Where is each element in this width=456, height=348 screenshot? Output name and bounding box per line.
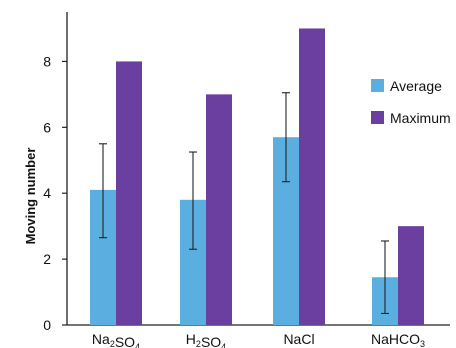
bars	[90, 28, 424, 325]
category-subscript: 3	[420, 339, 425, 348]
legend-label-average: Average	[390, 78, 442, 94]
y-tick-label: 2	[43, 251, 51, 267]
y-tick-label: 6	[43, 119, 51, 135]
bar-maximum	[116, 61, 142, 325]
category-subscript: 2	[110, 339, 115, 348]
category-text: H	[186, 331, 196, 347]
x-category-label: NaHCO3	[371, 331, 425, 348]
category-labels: Na2SO4 H2SO4 NaCl NaHCO3	[92, 331, 425, 348]
error-bars	[99, 92, 389, 315]
y-tick-label: 4	[43, 185, 51, 201]
category-text: SO	[115, 334, 135, 348]
category-text: SO	[201, 334, 221, 348]
bar-maximum	[299, 28, 325, 325]
category-subscript: 2	[196, 339, 201, 348]
category-subscript: 4	[135, 342, 140, 348]
legend-label-maximum: Maximum	[390, 110, 451, 126]
legend: Average Maximum	[371, 78, 451, 126]
y-axis-title: Moving number	[23, 148, 38, 245]
bar-maximum	[206, 94, 232, 325]
y-tick-label: 8	[43, 53, 51, 69]
y-tick-label: 0	[43, 317, 51, 333]
category-text: NaCl	[283, 331, 314, 347]
bar-maximum	[398, 226, 424, 325]
legend-swatch-maximum	[371, 111, 384, 124]
x-category-label: H2SO4	[186, 331, 226, 348]
category-text: Na	[92, 331, 110, 347]
category-text: NaHCO	[371, 331, 420, 347]
x-category-label: Na2SO4	[92, 331, 140, 348]
category-subscript: 4	[221, 342, 226, 348]
legend-swatch-average	[371, 79, 384, 92]
x-category-label: NaCl	[283, 331, 314, 347]
